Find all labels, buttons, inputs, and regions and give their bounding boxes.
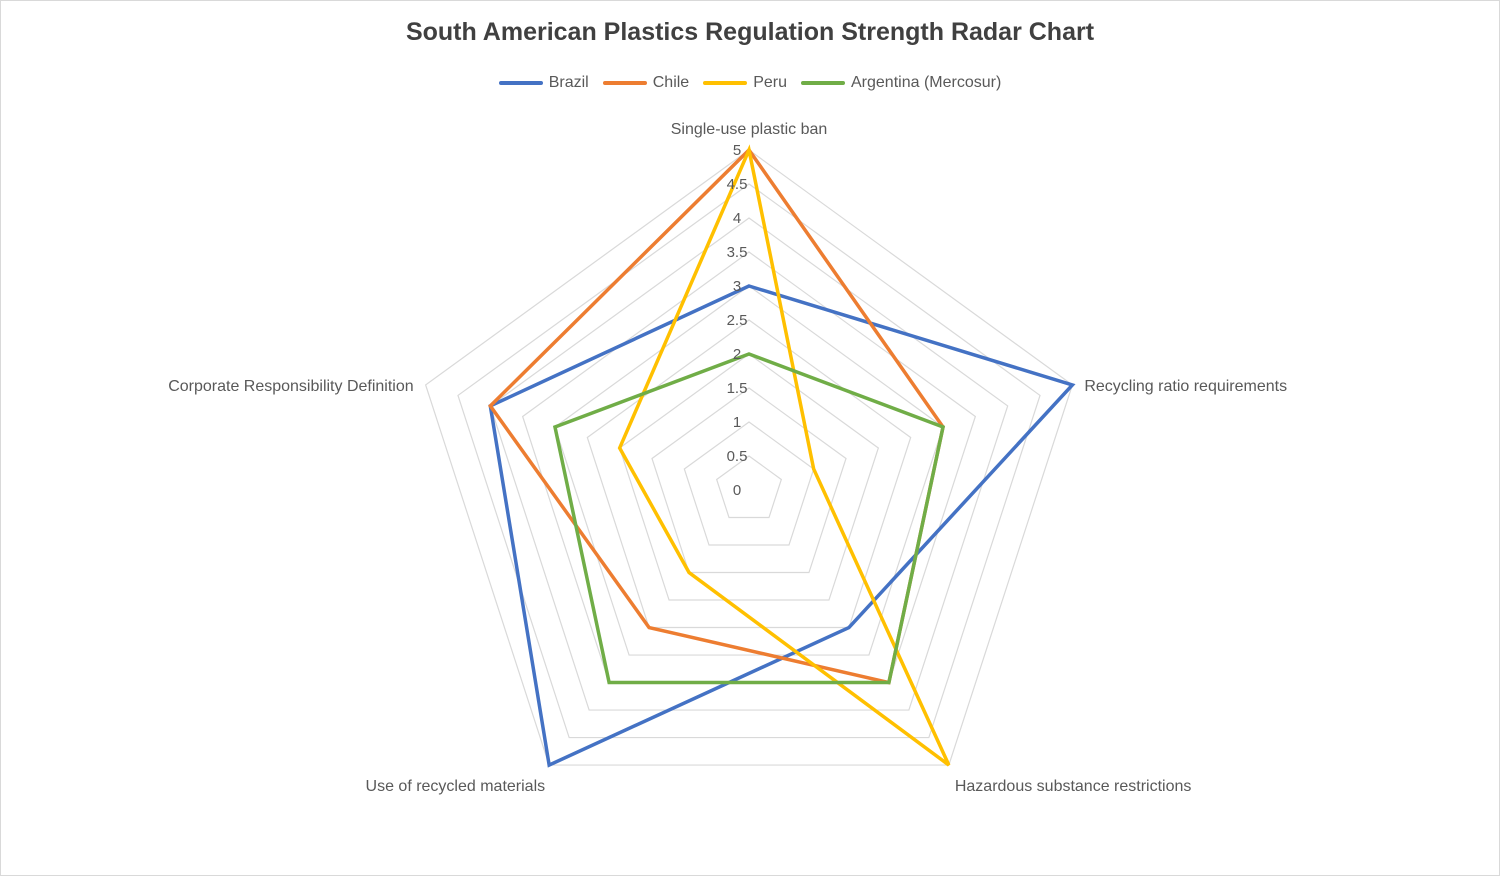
tick-label-5: 2.5	[727, 312, 748, 329]
grid-ring-5	[586, 319, 912, 629]
axis-label-4: Corporate Responsibility Definition	[168, 378, 413, 395]
tick-label-0: 0	[733, 482, 741, 499]
legend-item-chile: Chile	[602, 74, 690, 92]
tick-label-4: 2	[733, 346, 741, 363]
tick-label-2: 1	[733, 414, 741, 431]
series-line-argentina-mercosur	[552, 352, 946, 685]
legend-item-argentina: Argentina (Mercosur)	[801, 74, 1001, 92]
legend-label-argentina: Argentina (Mercosur)	[851, 74, 1002, 91]
axis-label-1: Recycling ratio requirements	[1084, 378, 1287, 395]
tick-label-6: 3	[733, 278, 741, 295]
tick-label-10: 5	[733, 142, 741, 159]
legend-swatch-brazil	[498, 81, 543, 85]
chart-title: South American Plastics Regulation Stren…	[405, 18, 1095, 46]
tick-label-7: 3.5	[727, 244, 748, 261]
grid-ring-3	[651, 387, 847, 574]
series-line-chile	[488, 147, 945, 685]
legend-swatch-argentina	[801, 81, 845, 85]
series-line-brazil	[488, 284, 1076, 768]
series-line-peru	[617, 144, 951, 767]
legend-label-brazil: Brazil	[548, 74, 589, 91]
legend-label-chile: Chile	[652, 74, 690, 91]
chart-legend: Brazil Chile Peru Argentina (Mercosur)	[0, 74, 1500, 92]
grid-ring-4	[618, 353, 880, 601]
tick-label-3: 1.5	[727, 380, 748, 397]
axis-label-0: Single-use plastic ban	[671, 121, 828, 138]
grid-ring-6	[554, 285, 944, 656]
tick-label-8: 4	[733, 210, 741, 227]
grid-ring-10	[424, 149, 1074, 766]
tick-label-1: 0.5	[727, 448, 748, 465]
axis-label-3: Use of recycled materials	[366, 778, 546, 795]
axis-label-2: Hazardous substance restrictions	[955, 778, 1192, 795]
grid-ring-8	[489, 217, 1009, 711]
legend-label-peru: Peru	[753, 74, 787, 91]
legend-swatch-peru	[703, 81, 748, 85]
legend-item-peru: Peru	[703, 74, 787, 92]
legend-item-brazil: Brazil	[498, 74, 589, 92]
legend-swatch-chile	[602, 81, 647, 85]
grid-ring-2	[683, 421, 815, 546]
grid-ring-1	[715, 455, 783, 519]
tick-label-9: 4.5	[727, 176, 748, 193]
